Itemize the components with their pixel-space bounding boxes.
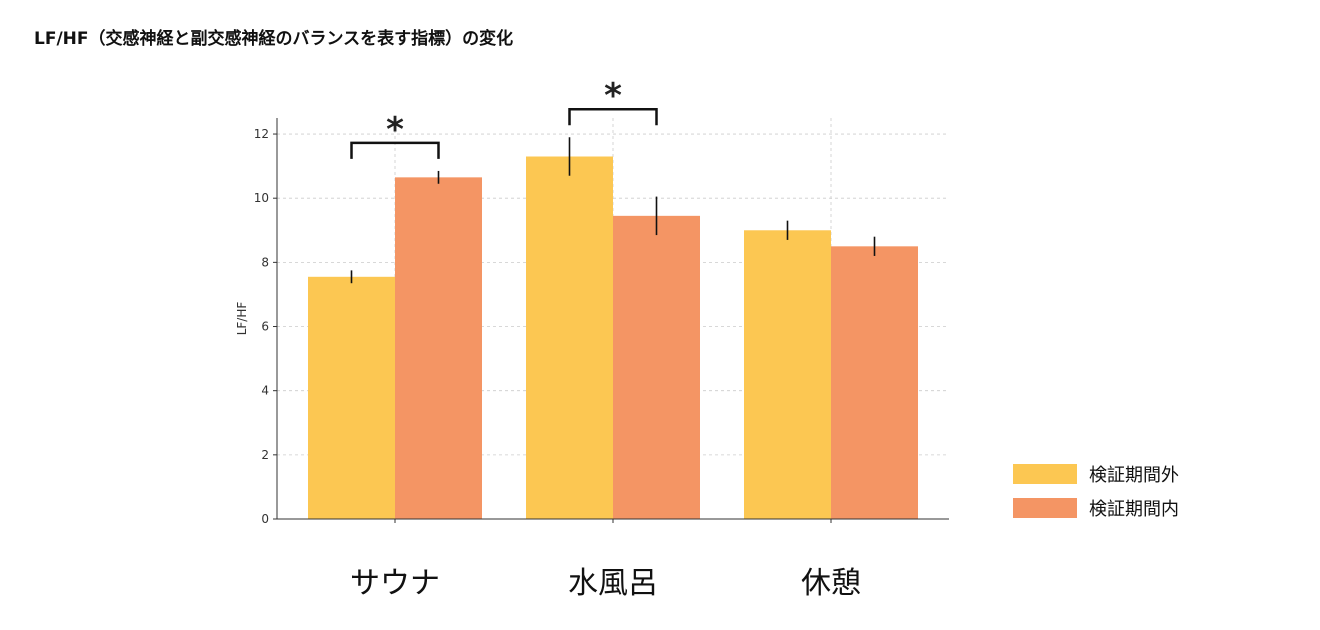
y-tick-label: 12: [254, 127, 269, 141]
x-category-label: 水風呂: [568, 566, 658, 601]
legend-label: 検証期間内: [1089, 499, 1179, 520]
legend-swatch: [1013, 498, 1077, 518]
x-category-label: サウナ: [350, 566, 440, 601]
significance-bracket: [350, 141, 440, 159]
bars: [308, 137, 918, 519]
y-tick-label: 4: [261, 384, 269, 398]
bar: [613, 215, 700, 519]
chart-title: LF/HF（交感神経と副交感神経のバランスを表す指標）の変化: [34, 29, 514, 49]
y-tick-label: 8: [261, 255, 269, 269]
significance-asterisk: *: [386, 110, 404, 150]
significance-bracket: [568, 107, 658, 126]
bar: [526, 156, 613, 519]
significance-markers: **: [350, 76, 658, 159]
axes: 0 2 4 6 8 10 12 サウナ 水風呂 休憩 LF/HF: [235, 118, 949, 601]
y-tick-label: 2: [261, 448, 269, 462]
significance-asterisk: *: [604, 76, 622, 116]
legend-label: 検証期間外: [1089, 465, 1179, 486]
y-tick-label: 6: [261, 320, 269, 334]
bar: [308, 276, 395, 519]
bar: [744, 230, 831, 519]
y-axis-label: LF/HF: [235, 302, 249, 336]
bar: [831, 246, 918, 519]
bar: [395, 177, 482, 519]
x-category-label: 休憩: [801, 566, 861, 601]
y-tick-label: 10: [254, 191, 269, 205]
y-tick-label: 0: [261, 512, 269, 526]
legend-swatch: [1013, 464, 1077, 484]
